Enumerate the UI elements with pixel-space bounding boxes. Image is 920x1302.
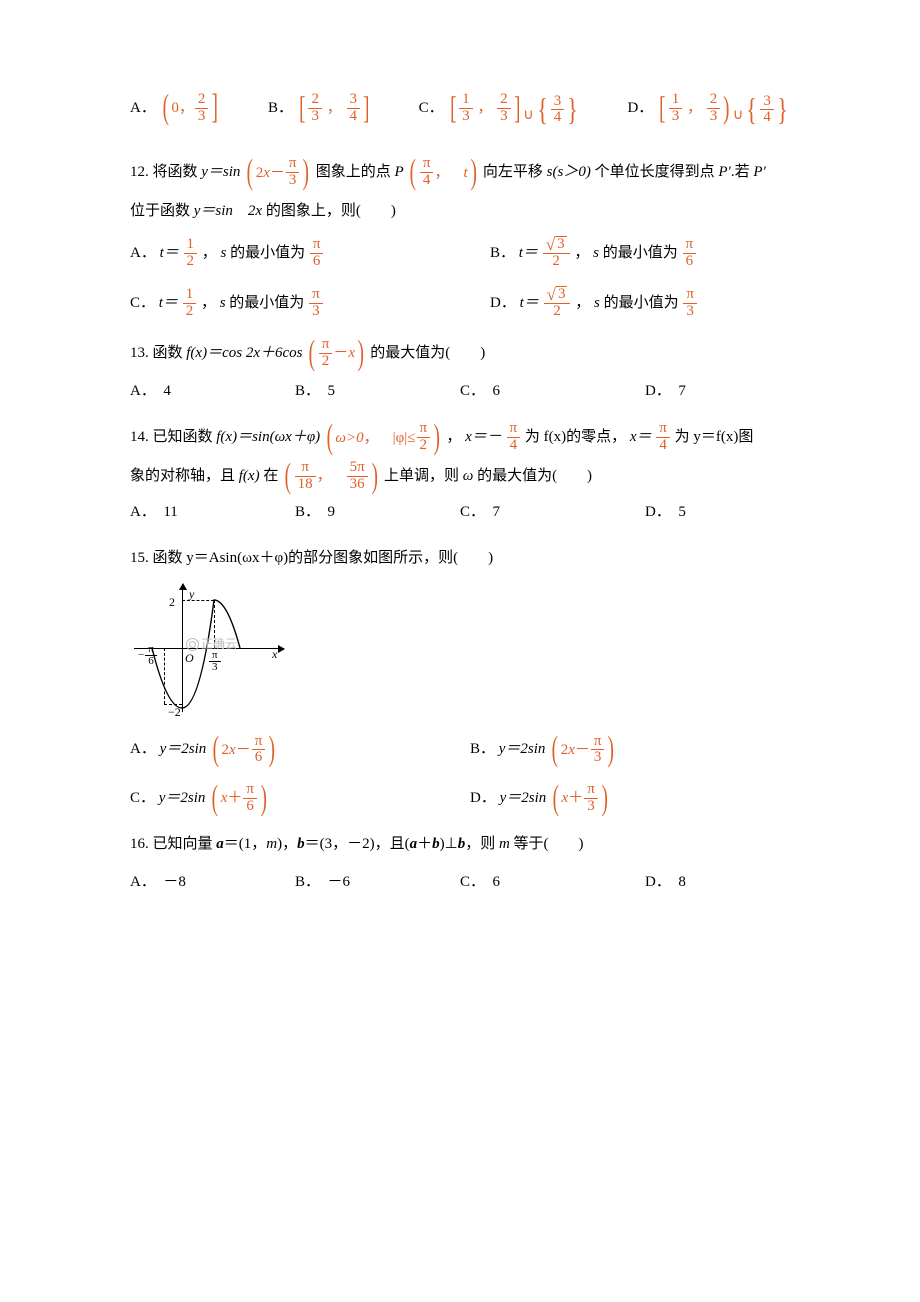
q14-options: A． 11 B． 9 C． 7 D． 5 bbox=[130, 494, 790, 530]
y-axis-label: y bbox=[189, 580, 194, 609]
union-symbol: ∪ bbox=[522, 98, 534, 132]
q12-option-a: A． t＝ 12 ， s 的最小值为 π6 bbox=[130, 235, 430, 271]
option-label: A． bbox=[130, 90, 156, 126]
question-number: 16. bbox=[130, 836, 149, 852]
option-label: C． bbox=[419, 90, 444, 126]
interval-paren: ( 0 ， 2 3 ] bbox=[160, 90, 221, 126]
q12: 12. 将函数 y＝sin ( 2x － π3 ) 图象上的点 P ( π4 ，… bbox=[130, 154, 790, 191]
q14-option-b: B． 9 bbox=[295, 494, 460, 530]
q14-option-d: D． 5 bbox=[645, 494, 686, 530]
q12-option-b: B． t＝ √32 ， s 的最小值为 π6 bbox=[490, 235, 697, 271]
q15: 15. 函数 y＝Asin(ωx＋φ)的部分图象如图所示，则( ) bbox=[130, 540, 790, 576]
question-number: 14. bbox=[130, 429, 149, 445]
question-number: 13. bbox=[130, 345, 149, 361]
q14-option-c: C． 7 bbox=[460, 494, 645, 530]
q15-option-b: B． y＝2sin ( 2x － π3 ) bbox=[470, 731, 617, 768]
q12-option-d: D． t＝ √32 ， s 的最小值为 π3 bbox=[490, 285, 698, 321]
dash-top bbox=[182, 600, 214, 601]
q12-line2: 位于函数 y＝sin 2x 的图象上，则( ) bbox=[130, 193, 790, 229]
question-number: 15. bbox=[130, 550, 149, 566]
x-neg-label: −π6 bbox=[138, 642, 158, 668]
q12-options: A． t＝ 12 ， s 的最小值为 π6 B． t＝ √32 ， s 的最小值… bbox=[130, 235, 790, 321]
interval-paren: ( π18 ， 5π36 ) bbox=[282, 458, 380, 494]
q15-option-a: A． y＝2sin ( 2x － π6 ) bbox=[130, 731, 410, 768]
fraction: 34 bbox=[347, 92, 361, 125]
y-bot-label: −2 bbox=[168, 698, 181, 727]
point-p: ( π4 ， t ) bbox=[407, 155, 479, 191]
q11-option-a: A． ( 0 ， 2 3 ] bbox=[130, 90, 221, 126]
q14-line2: 象的对称轴，且 f(x) 在 ( π18 ， 5π36 ) 上单调，则 ω 的最… bbox=[130, 458, 790, 495]
interval-left: 0 bbox=[171, 90, 179, 126]
equation: y＝sin bbox=[201, 164, 240, 180]
fraction: 23 bbox=[308, 92, 322, 125]
watermark: 正确云 bbox=[186, 630, 237, 659]
fraction: 2 3 bbox=[195, 92, 209, 125]
sin-argument: ( 2x － π3 ) bbox=[244, 155, 312, 191]
q11-option-c: C． 13 ， 23 ∪ 34 bbox=[419, 90, 581, 126]
y-top-label: 2 bbox=[169, 588, 175, 617]
set-brace: 34 bbox=[744, 94, 790, 127]
cos-argument: ( π2 － x ) bbox=[306, 335, 366, 371]
question-number: 12. bbox=[130, 164, 149, 180]
option-label: B． bbox=[268, 90, 293, 126]
q13-option-c: C． 6 bbox=[460, 373, 645, 409]
q13-option-d: D． 7 bbox=[645, 373, 686, 409]
q15-options: A． y＝2sin ( 2x － π6 ) B． y＝2sin ( 2x － π… bbox=[130, 731, 790, 816]
q13: 13. 函数 f(x)＝cos 2x＋6cos ( π2 － x ) 的最大值为… bbox=[130, 335, 790, 372]
interval-bracket: 23 ， 34 bbox=[297, 90, 372, 126]
interval-bracket: 13 ， 23 bbox=[448, 90, 523, 126]
q16-option-d: D． 8 bbox=[645, 864, 686, 900]
sep: ， bbox=[179, 90, 194, 126]
q14-option-a: A． 11 bbox=[130, 494, 295, 530]
exam-page: A． ( 0 ， 2 3 ] B． 23 bbox=[0, 0, 920, 960]
option-label: D． bbox=[627, 90, 653, 126]
q15-graph: y 2 −2 O x −π6 π3 正确云 bbox=[134, 582, 284, 717]
q11-option-d: D． 13 ， 23 ∪ 34 bbox=[627, 90, 790, 126]
q16-option-b: B． －6 bbox=[295, 864, 460, 900]
x-axis-label: x bbox=[272, 640, 277, 669]
union-symbol: ∪ bbox=[732, 98, 744, 132]
q15-option-c: C． y＝2sin ( x ＋ π6 ) bbox=[130, 780, 410, 817]
q11-options-row: A． ( 0 ， 2 3 ] B． 23 bbox=[130, 90, 790, 126]
interval-half-open: 13 ， 23 bbox=[657, 90, 732, 126]
q16: 16. 已知向量 a＝(1，m)，b＝(3，－2)，且(a＋b)⊥b，则 m 等… bbox=[130, 826, 790, 862]
q14: 14. 已知函数 f(x)＝sin(ωx＋φ) ( ω>0 ， |φ|≤ π2 … bbox=[130, 419, 790, 456]
q13-options: A． 4 B． 5 C． 6 D． 7 bbox=[130, 373, 790, 409]
condition-paren: ( ω>0 ， |φ|≤ π2 ) bbox=[324, 420, 443, 456]
q11-option-b: B． 23 ， 34 bbox=[268, 90, 372, 126]
set-brace: 34 bbox=[535, 94, 581, 127]
dash-neg bbox=[164, 648, 165, 704]
q13-option-a: A． 4 bbox=[130, 373, 295, 409]
q13-option-b: B． 5 bbox=[295, 373, 460, 409]
q16-options: A． －8 B． －6 C． 6 D． 8 bbox=[130, 864, 790, 900]
q16-option-c: C． 6 bbox=[460, 864, 645, 900]
q12-option-c: C． t＝ 12 ， s 的最小值为 π3 bbox=[130, 285, 430, 321]
q16-option-a: A． －8 bbox=[130, 864, 295, 900]
q15-option-d: D． y＝2sin ( x ＋ π3 ) bbox=[470, 780, 610, 817]
